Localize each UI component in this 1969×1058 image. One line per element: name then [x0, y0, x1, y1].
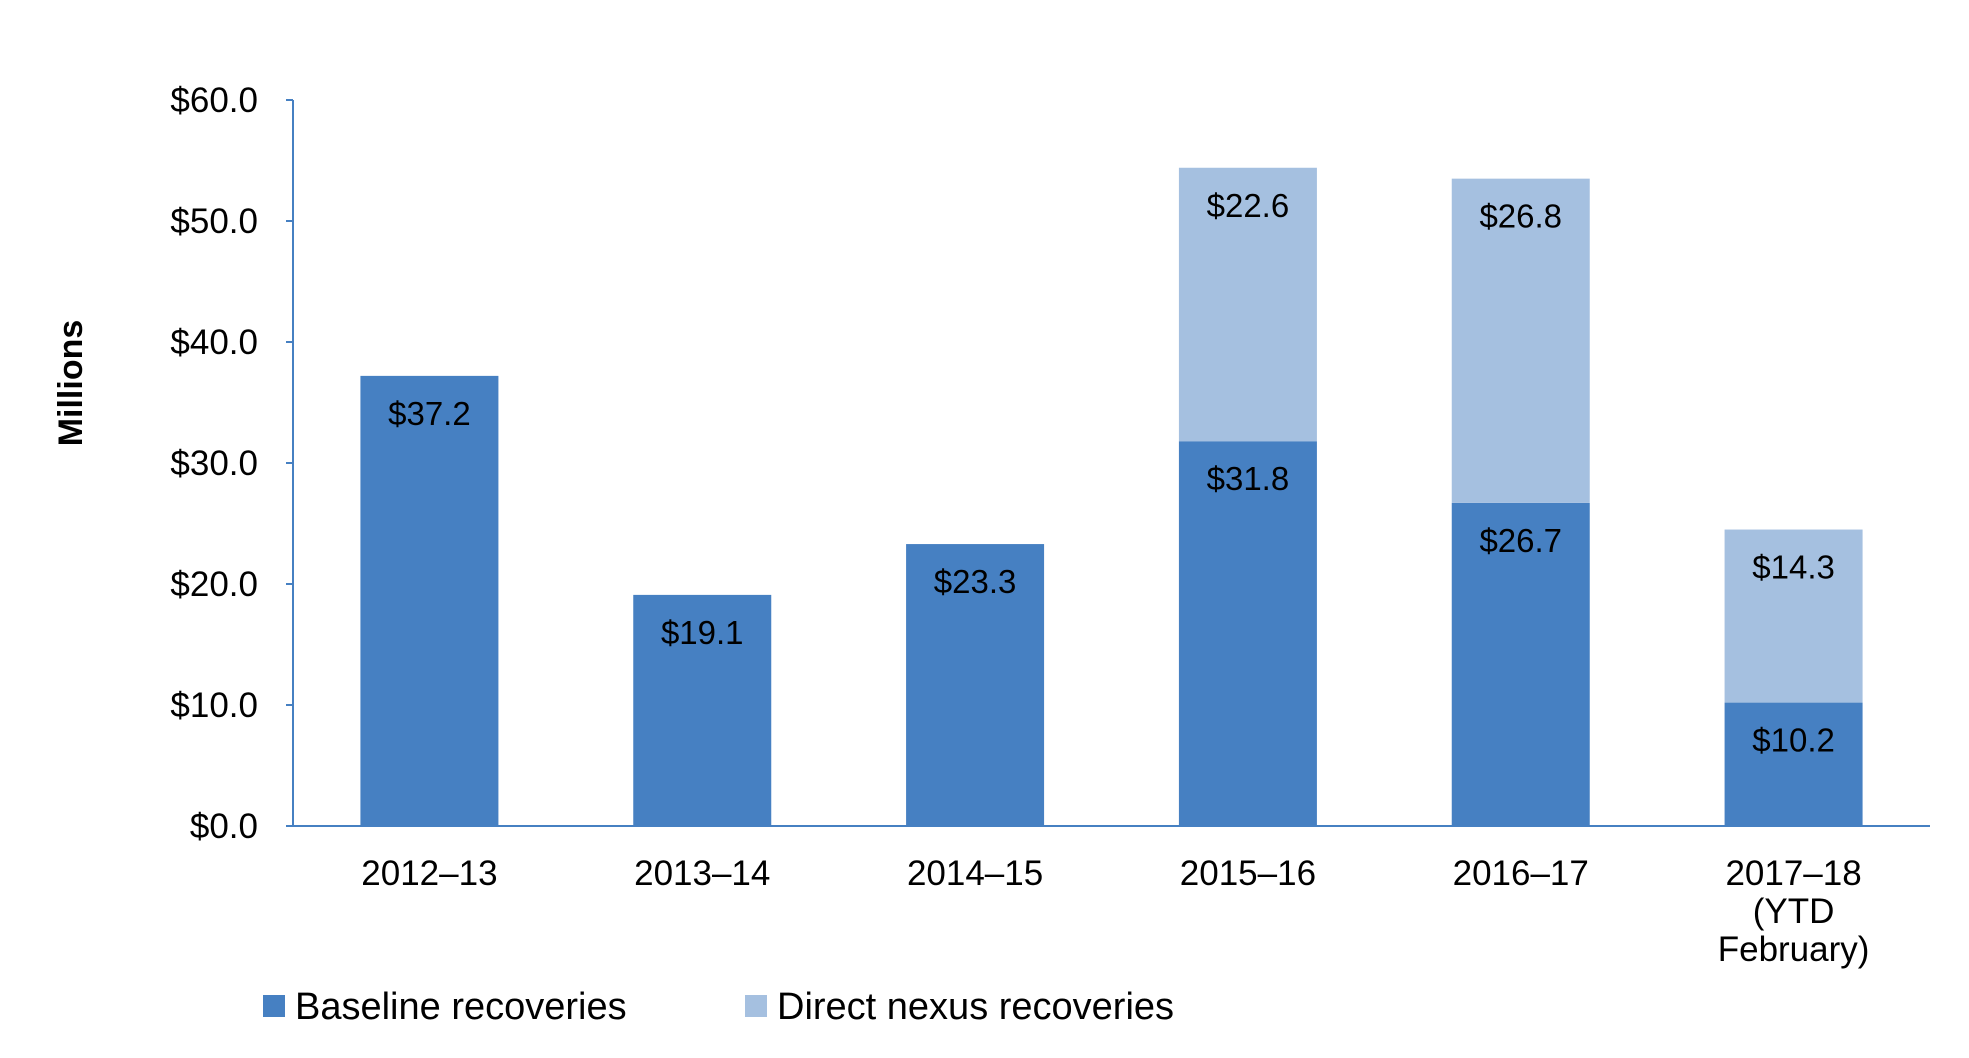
x-category-label-line: February): [1718, 930, 1870, 969]
data-labels: $37.2 $19.1 $23.3 $31.8 $22.6 $26.7 $26.8 $10.2…: [388, 187, 1835, 759]
x-category-label-line: 2017–18: [1725, 854, 1861, 893]
bar-baseline-recoveries: [906, 544, 1045, 826]
x-category-label: 2015–16: [1180, 854, 1316, 893]
y-tick-label: $0.0: [190, 807, 258, 846]
bar-value-label: $10.2: [1752, 722, 1835, 759]
x-category-label-line: 2012–13: [361, 854, 497, 893]
y-tick-label: $20.0: [170, 565, 258, 604]
bar-value-label: $26.7: [1479, 522, 1562, 559]
legend: Baseline recoveries Direct nexus recoveri…: [263, 986, 1174, 1028]
bar-baseline-recoveries: [1178, 441, 1317, 826]
legend-entry-label: Baseline recoveries: [295, 986, 627, 1028]
y-axis-label-group: Millions: [52, 320, 90, 447]
bar-value-label: $31.8: [1207, 460, 1290, 497]
bar-baseline-recoveries: [633, 594, 772, 826]
x-category-label: 2017–18 (YTD February): [1718, 854, 1870, 969]
y-tick-label: $50.0: [170, 202, 258, 241]
bar-direct-nexus-recoveries: [1724, 529, 1863, 703]
axes: [292, 100, 1930, 827]
x-category-label-line: (YTD: [1753, 892, 1835, 931]
x-category-label-line: 2015–16: [1180, 854, 1316, 893]
bar-value-label: $22.6: [1207, 187, 1290, 224]
bar-value-label: $19.1: [661, 614, 744, 651]
y-tick-label: $30.0: [170, 444, 258, 483]
bar-baseline-recoveries: [1451, 502, 1590, 826]
y-axis-title: Millions: [52, 320, 90, 447]
bar-direct-nexus-recoveries: [1178, 167, 1317, 442]
bar-value-label: $23.3: [934, 563, 1017, 600]
y-tick-label: $10.0: [170, 686, 258, 725]
bar-value-label: $37.2: [388, 395, 471, 432]
bars: [360, 167, 1863, 826]
bar-direct-nexus-recoveries: [1451, 178, 1590, 503]
x-category-label: 2014–15: [907, 854, 1043, 893]
y-axis-ticks: $0.0 $10.0 $20.0 $30.0 $40.0 $50.0 $60.0: [170, 81, 293, 846]
x-category-label-line: 2014–15: [907, 854, 1043, 893]
bar-value-label: $14.3: [1752, 549, 1835, 586]
x-category-label: 2013–14: [634, 854, 770, 893]
legend-entry-label: Direct nexus recoveries: [777, 986, 1174, 1028]
x-category-label-line: 2016–17: [1453, 854, 1589, 893]
bar-value-label: $26.8: [1479, 198, 1562, 235]
x-category-label-line: 2013–14: [634, 854, 770, 893]
x-category-label: 2012–13: [361, 854, 497, 893]
x-axis-labels: 2012–13 2013–14 2014–15 2015–16 2016–17 2017–…: [361, 854, 1869, 969]
y-tick-label: $60.0: [170, 81, 258, 120]
legend-swatch-direct-nexus: [745, 995, 767, 1017]
bar-baseline-recoveries: [1724, 702, 1863, 826]
y-tick-label: $40.0: [170, 323, 258, 362]
bar-baseline-recoveries: [360, 375, 499, 826]
legend-swatch-baseline: [263, 995, 285, 1017]
x-category-label: 2016–17: [1453, 854, 1589, 893]
